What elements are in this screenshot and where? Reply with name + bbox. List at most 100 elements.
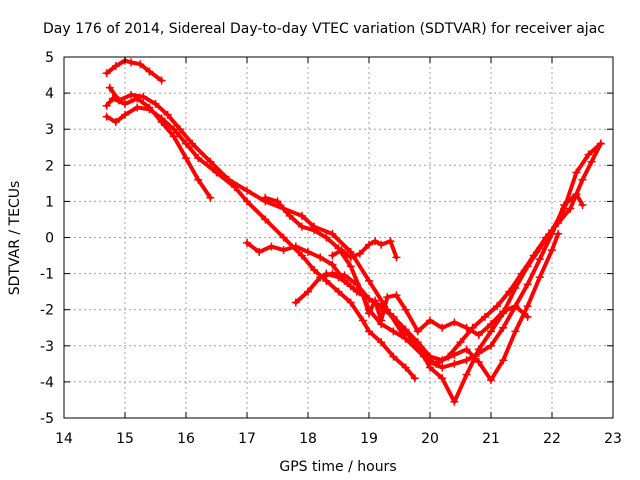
data-point (340, 271, 349, 280)
data-point (151, 99, 160, 108)
x-axis-label: GPS time / hours (279, 459, 396, 475)
data-point (175, 125, 184, 134)
data-point (111, 117, 120, 126)
x-tick-label: 21 (482, 431, 500, 447)
data-point (450, 318, 459, 327)
y-tick-label: -2 (40, 303, 54, 319)
data-point (127, 90, 136, 99)
data-point (316, 273, 325, 282)
data-point (102, 101, 111, 110)
data-point (480, 312, 489, 321)
data-point (413, 338, 422, 347)
data-point (243, 186, 251, 195)
data-point (322, 276, 331, 285)
y-tick-label: -4 (40, 375, 54, 391)
data-point (102, 112, 111, 121)
data-point (499, 323, 508, 332)
data-point (121, 99, 129, 108)
data-point (273, 197, 282, 206)
data-point (462, 323, 471, 332)
data-point (157, 76, 166, 85)
data-point (279, 233, 288, 242)
data-point (194, 154, 203, 163)
x-tick-label: 19 (360, 431, 378, 447)
data-point (322, 233, 331, 242)
data-point (358, 316, 367, 325)
data-point (401, 363, 410, 372)
data-point (554, 229, 563, 238)
x-tick-label: 22 (543, 431, 561, 447)
x-tick-label: 20 (421, 431, 439, 447)
data-point (267, 242, 276, 251)
x-tick-label: 23 (604, 431, 622, 447)
data-point (596, 139, 605, 148)
data-point (291, 242, 300, 251)
data-point (383, 293, 392, 302)
data-point (392, 291, 401, 300)
data-point (401, 334, 410, 343)
data-point (279, 246, 288, 255)
data-point (511, 302, 520, 311)
data-point (487, 341, 495, 350)
data-point (328, 260, 337, 269)
data-point (352, 280, 361, 289)
data-point (377, 338, 386, 347)
data-point (255, 247, 264, 256)
data-point (145, 103, 154, 112)
data-point (182, 154, 190, 163)
y-tick-label: 3 (45, 122, 54, 138)
data-point (535, 273, 544, 282)
data-point (304, 287, 312, 296)
data-point (572, 168, 581, 177)
data-point (328, 229, 337, 238)
data-point (523, 302, 532, 311)
data-point (346, 262, 355, 271)
data-point (584, 150, 593, 159)
data-point (462, 356, 471, 365)
y-tick-label: 1 (45, 194, 54, 210)
data-point (426, 316, 434, 325)
data-point (261, 193, 270, 202)
y-tick-label: -1 (40, 267, 54, 283)
data-point (291, 298, 300, 307)
data-point (157, 117, 166, 126)
data-point (511, 327, 520, 336)
data-point (206, 193, 215, 202)
data-point (346, 298, 355, 307)
data-point (438, 374, 447, 383)
y-tick-label: -3 (40, 339, 54, 355)
data-point (334, 287, 343, 296)
data-point (206, 157, 215, 166)
data-point (194, 175, 203, 184)
data-point (413, 327, 422, 336)
data-point (365, 294, 373, 303)
data-point (346, 253, 355, 262)
data-point (304, 247, 312, 256)
data-point (523, 312, 532, 321)
data-point (499, 307, 508, 316)
data-point (133, 103, 142, 112)
data-point (334, 273, 343, 282)
data-point (111, 62, 120, 71)
chart-title: Day 176 of 2014, Sidereal Day-to-day VTE… (43, 21, 605, 37)
data-point (535, 244, 544, 253)
data-point (578, 201, 587, 210)
series-arc-8 (324, 271, 530, 337)
data-point (163, 110, 172, 119)
data-point (572, 190, 581, 199)
data-point (523, 280, 532, 289)
data-point (365, 276, 373, 285)
data-point (365, 309, 373, 318)
data-point (389, 312, 398, 321)
data-point (224, 175, 233, 184)
y-tick-label: 4 (45, 86, 54, 102)
data-series (102, 56, 605, 406)
data-point (438, 356, 447, 365)
y-tick-label: 2 (45, 158, 54, 174)
data-point (560, 201, 569, 210)
data-point (493, 302, 502, 311)
data-point (450, 397, 459, 406)
x-tick-label: 14 (55, 431, 73, 447)
